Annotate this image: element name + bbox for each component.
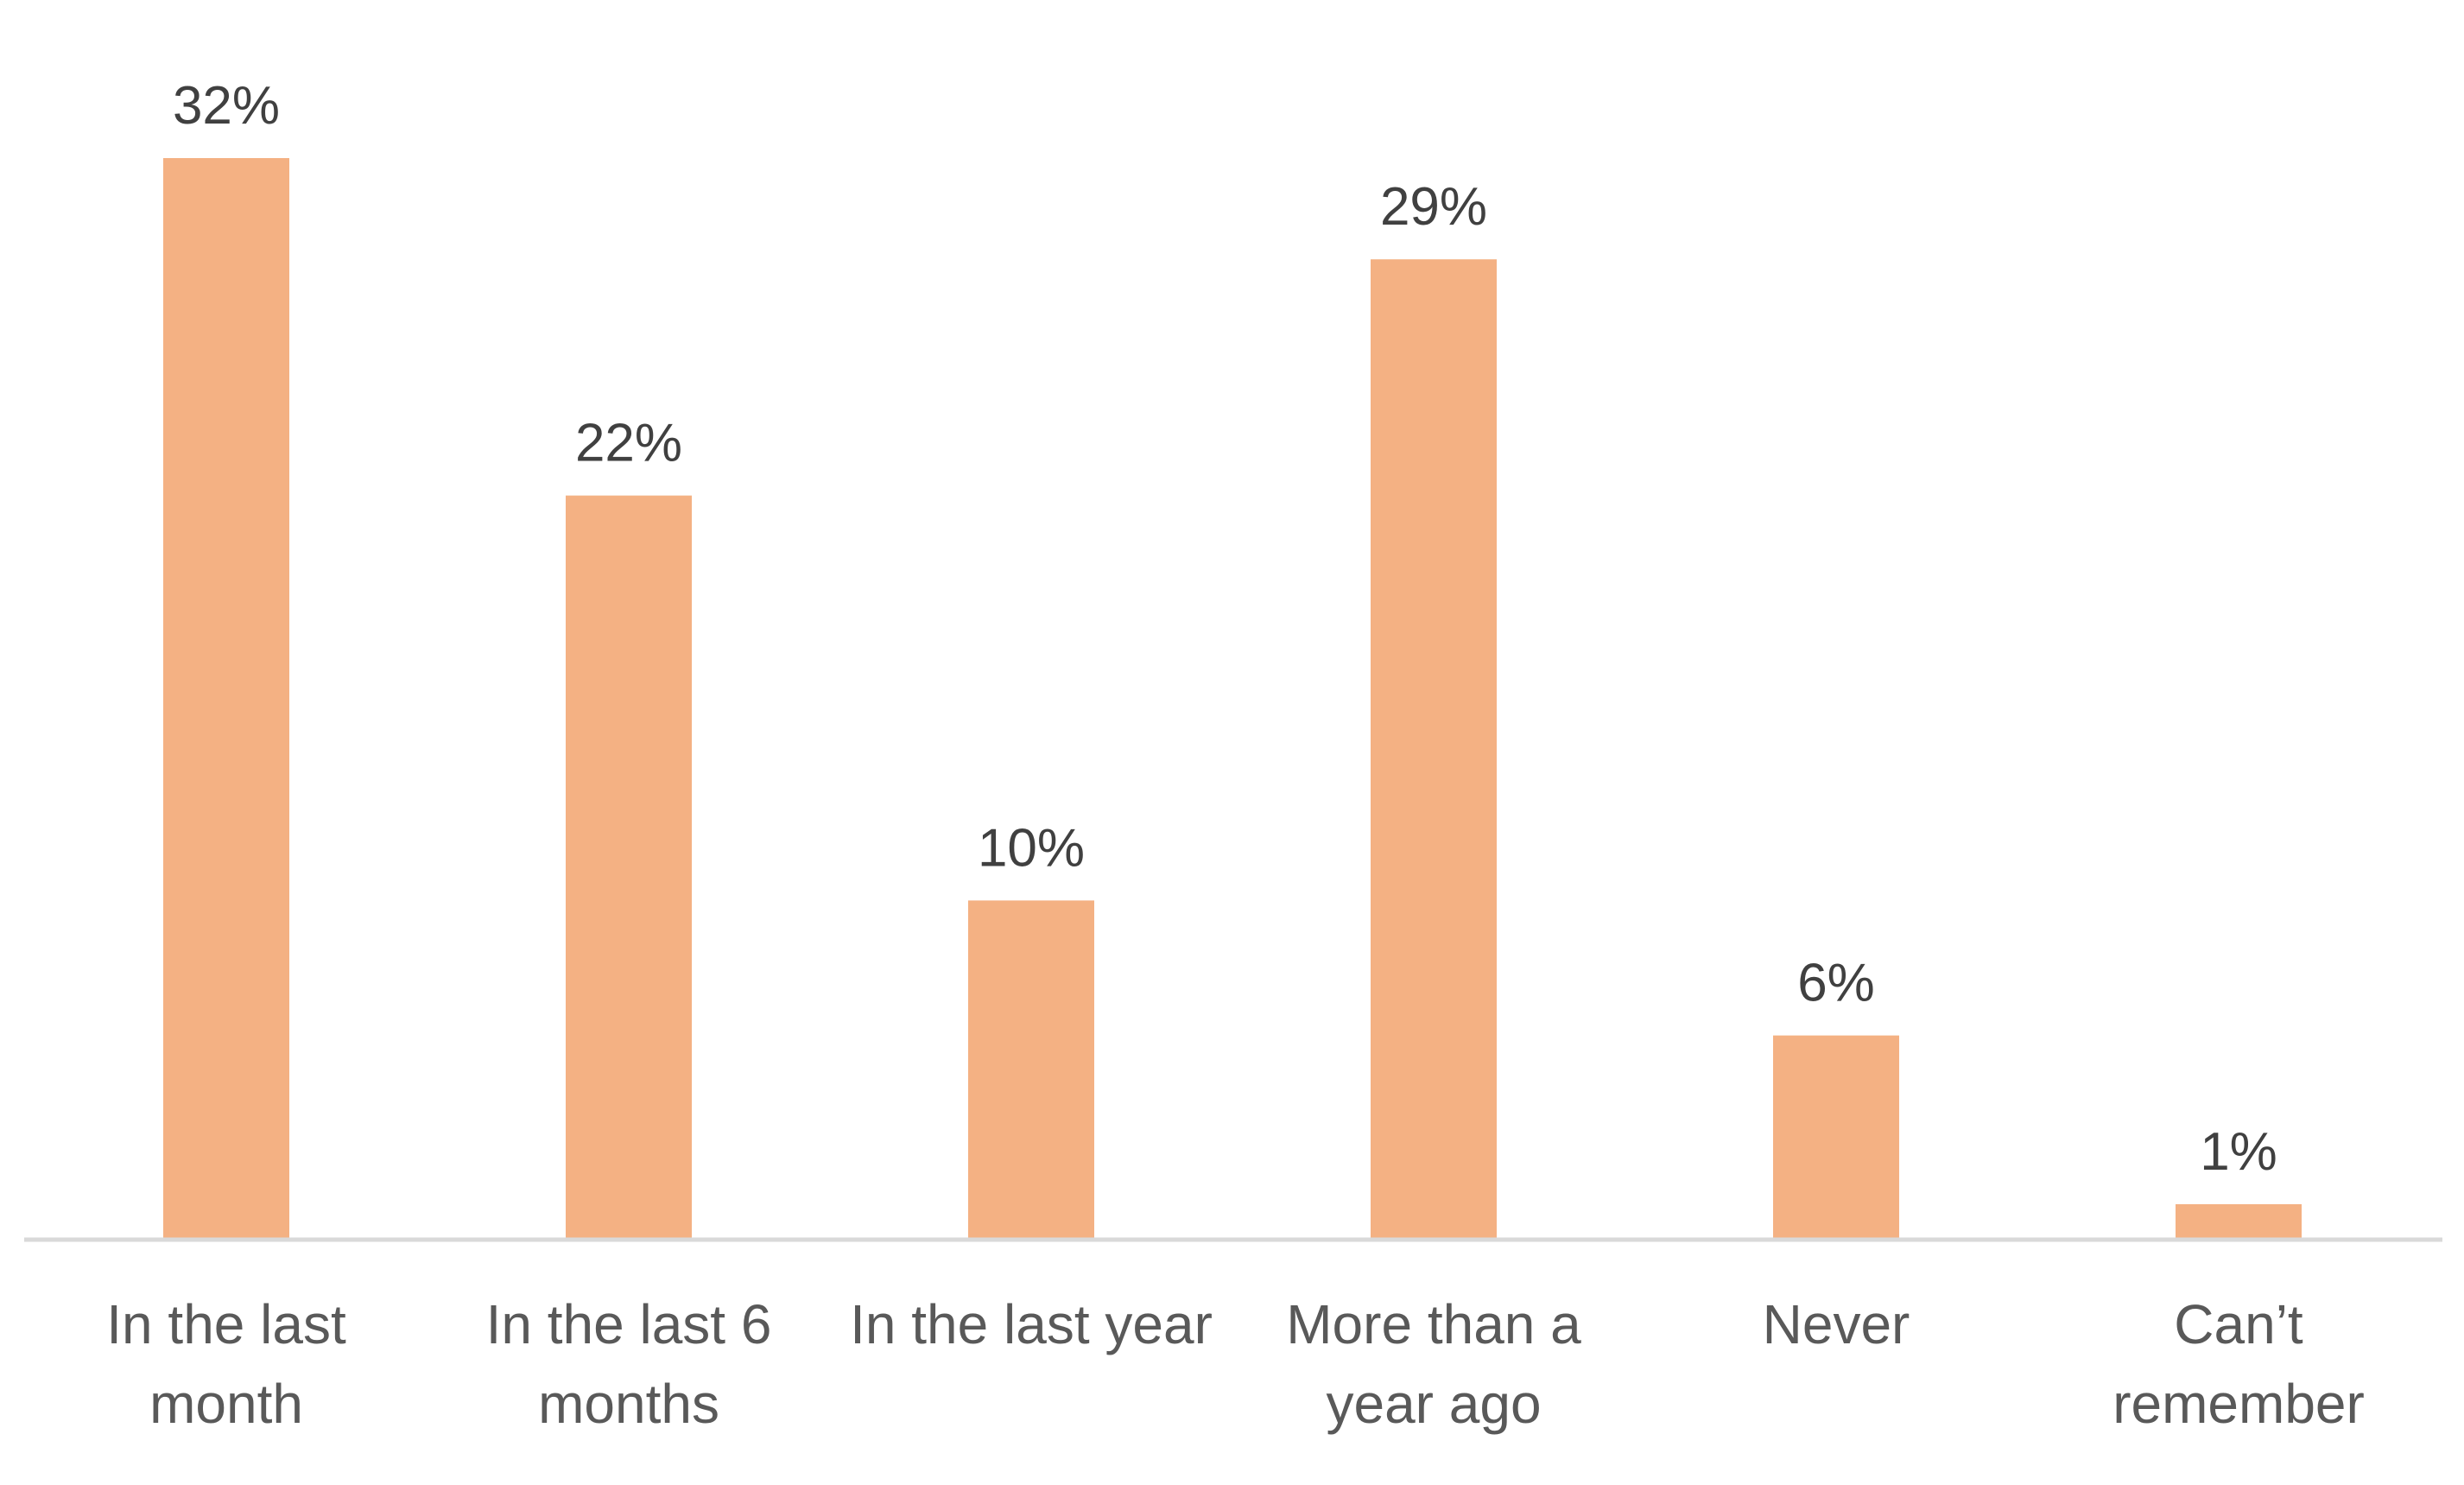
category-label-1-line-1: months [538,1373,719,1435]
data-label-4: 6% [1797,954,1875,1013]
category-label-2-line-0: In the last year [850,1293,1213,1355]
bars-group [163,158,2302,1238]
bar-1 [566,495,692,1238]
category-label-5-line-1: remember [2112,1373,2365,1435]
data-label-5: 1% [2200,1122,2277,1182]
category-label-0-line-0: In the last [106,1293,346,1355]
category-label-3-line-1: year ago [1326,1373,1541,1435]
data-label-0: 32% [173,76,280,136]
data-label-1: 22% [575,414,682,473]
data-label-2: 10% [978,818,1085,878]
category-label-1-line-0: In the last 6 [486,1293,772,1355]
bar-2 [968,900,1094,1238]
data-label-3: 29% [1380,177,1487,237]
category-label-3-line-0: More than a [1286,1293,1581,1355]
category-label-0-line-1: month [149,1373,303,1435]
bar-3 [1371,259,1497,1238]
value-labels-group: 32% 22% 10% 29% 6% 1% [173,76,2277,1182]
bar-4 [1773,1035,1899,1238]
bar-0 [163,158,289,1238]
category-labels-group: In the last month In the last 6 months In th… [106,1293,2365,1435]
category-label-5-line-0: Can’t [2174,1293,2303,1355]
bar-5 [2176,1203,2302,1238]
category-label-4-line-0: Never [1763,1293,1910,1355]
